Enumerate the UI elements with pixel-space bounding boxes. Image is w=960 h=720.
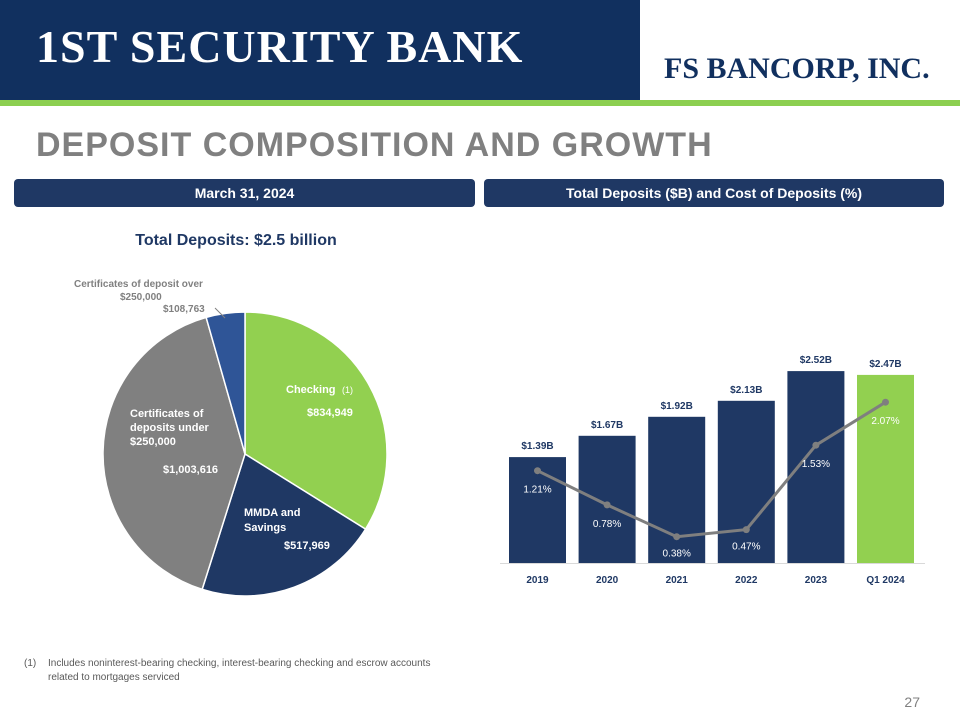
- cost-label-2021: 0.38%: [663, 549, 691, 560]
- x-tick-2022: 2022: [735, 575, 758, 586]
- footnote: (1) Includes noninterest-bearing checkin…: [24, 657, 454, 685]
- cost-label-2019: 1.21%: [523, 485, 551, 496]
- x-tick-2019: 2019: [526, 575, 549, 586]
- pie-label-cd-over-line1: Certificates of deposit over: [74, 279, 203, 290]
- pie-label-cd-under-line3: $250,000: [130, 436, 176, 448]
- pie-label-checking: Checking: [286, 384, 336, 396]
- deposit-growth-bar-chart: $1.39B 2019 $1.67B 2020 $1.92B 2021 $2.13B 2022…: [500, 355, 925, 586]
- pie-slice-certificates-of-deposits-under-250-000: [102, 316, 246, 591]
- cost-point-2020: [603, 501, 611, 509]
- bar-q1-2024: [857, 374, 914, 563]
- page-number: 27: [904, 694, 920, 710]
- pie-value-cd-over: $108,763: [163, 304, 205, 315]
- pie-label-cd-under-line2: deposits under: [130, 422, 210, 434]
- cost-label-2022: 0.47%: [732, 542, 760, 553]
- header-band: 1ST SECURITY BANK: [0, 0, 640, 100]
- right-panel-header: Total Deposits ($B) and Cost of Deposits…: [484, 179, 944, 207]
- cost-label-2020: 0.78%: [593, 519, 621, 530]
- x-tick-2023: 2023: [805, 575, 828, 586]
- cost-point-q1-2024: [882, 398, 889, 406]
- cost-point-2022: [742, 526, 750, 534]
- cost-point-2023: [812, 441, 820, 449]
- x-tick-2020: 2020: [596, 575, 619, 586]
- cost-point-2021: [673, 533, 681, 541]
- pie-value-checking: $834,949: [307, 407, 353, 419]
- pie-leader-line: [214, 307, 226, 319]
- bar-value-label-2020: $1.67B: [591, 420, 623, 431]
- deposit-composition-pie: Checking (1) $834,949 MMDA and Savings $517,9…: [74, 279, 388, 597]
- bar-value-label-2022: $2.13B: [730, 385, 762, 396]
- left-panel-header: March 31, 2024: [14, 179, 475, 207]
- pie-label-cd-under-line1: Certificates of: [130, 408, 204, 420]
- logo-divider: [640, 46, 641, 100]
- pie-title: Total Deposits: $2.5 billion: [135, 232, 337, 249]
- header-accent-stripe: [0, 100, 960, 106]
- pie-slice-checking: [244, 311, 388, 531]
- footnote-number: (1): [24, 658, 37, 669]
- pie-slice-certificates-of-deposit-over-250-000: [205, 311, 246, 455]
- slide-title: DEPOSIT COMPOSITION AND GROWTH: [36, 126, 713, 164]
- pie-label-mmda-line1: MMDA and: [244, 507, 300, 519]
- bar-2022: [717, 400, 775, 563]
- x-tick-2021: 2021: [666, 575, 689, 586]
- bar-2019: [509, 457, 566, 563]
- bar-value-label-2021: $1.92B: [661, 401, 693, 412]
- bar-value-label-q1-2024: $2.47B: [869, 359, 901, 370]
- left-panel-label: March 31, 2024: [194, 185, 295, 201]
- bar-value-label-2019: $1.39B: [521, 441, 553, 452]
- cost-label-q1-2024: 2.07%: [871, 416, 899, 427]
- bar-2021: [648, 416, 706, 563]
- pie-label-checking-note: (1): [342, 385, 353, 395]
- right-panel-label: Total Deposits ($B) and Cost of Deposits…: [565, 185, 863, 201]
- cost-of-deposits-line: [536, 400, 887, 539]
- pie-slice-mmda-and-savings: [201, 452, 367, 597]
- pie-value-mmda: $517,969: [284, 540, 330, 552]
- pie-label-mmda-line2: Savings: [244, 522, 286, 534]
- bar-value-label-2023: $2.52B: [800, 355, 832, 366]
- pie-label-cd-over-line2: $250,000: [120, 292, 162, 303]
- fs-bancorp-logo: FS BANCORP, INC.: [664, 52, 930, 85]
- cost-point-2019: [534, 467, 541, 475]
- x-tick-q1-2024: Q1 2024: [866, 575, 905, 586]
- pie-value-cd-under: $1,003,616: [163, 464, 218, 476]
- footnote-text: Includes noninterest-bearing checking, i…: [48, 658, 431, 683]
- cost-label-2023: 1.53%: [802, 459, 830, 470]
- first-security-bank-logo: 1ST SECURITY BANK: [36, 21, 524, 72]
- bar-2020: [578, 435, 636, 563]
